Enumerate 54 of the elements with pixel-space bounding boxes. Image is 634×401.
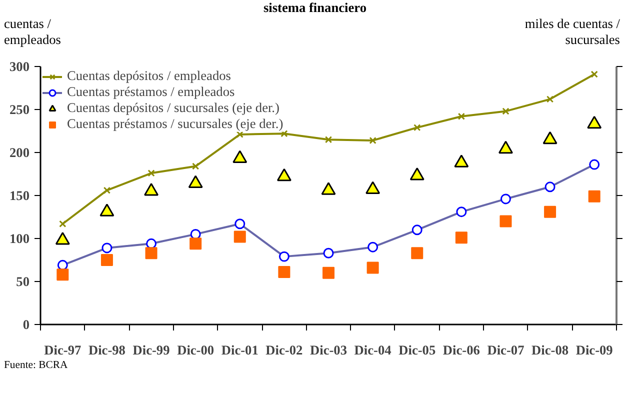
x-tick-label: Dic-01 [221,342,258,358]
y2-axis-title: miles de cuentas / sucursales [524,16,620,48]
point [366,262,379,274]
x-tick-label: Dic-00 [177,342,214,358]
point [502,108,510,115]
point [145,247,158,260]
y-tick-label: 300 [10,59,30,74]
y-tick-label: 100 [10,231,30,246]
point [414,124,421,132]
x-tick-label: Dic-04 [354,342,392,358]
x-tick-label: Dic-08 [532,342,569,358]
x-tick-label: Dic-05 [398,342,436,358]
point [455,232,468,244]
point [546,96,554,103]
point [590,70,598,78]
point [234,230,246,243]
y-axis-title: cuentas / empleados [4,16,62,48]
x-tick-label: Dic-97 [44,342,82,358]
point [500,215,512,228]
point [278,266,290,278]
point [59,220,66,228]
x-tick-label: Dic-07 [487,342,525,358]
point [588,190,600,202]
point [56,268,69,281]
point [148,170,155,177]
point [369,136,376,144]
y-tick-label: 0 [22,317,30,332]
point [236,130,244,138]
legend-label: Cuentas préstamos / empleados [67,84,235,100]
x-tick-label: Dic-06 [442,342,480,358]
y-tick-label: 50 [16,274,30,289]
legend-label: Cuentas préstamos / sucursales (eje der.) [67,116,284,132]
x-tick-label: Dic-03 [310,342,348,358]
legend-label: Cuentas depósitos / sucursales (eje der.) [67,100,280,116]
point [324,136,332,144]
x-tick-label: Dic-09 [576,342,614,358]
legend-label: Cuentas depósitos / empleados [67,68,231,84]
point [103,186,111,194]
point [322,266,334,279]
point [280,130,288,138]
source-note: Fuente: BCRA [4,360,68,373]
x-tick-label: Dic-02 [266,342,304,358]
point [190,238,202,250]
point [411,247,424,260]
x-tick-label: Dic-99 [132,342,170,358]
chart-title: sistema financiero [263,0,367,16]
point [458,112,465,120]
point [544,206,556,218]
x-tick-label: Dic-98 [88,342,126,358]
y-tick-label: 200 [10,145,30,160]
point [100,254,113,266]
y-tick-label: 150 [10,188,30,203]
point [192,162,200,170]
y-tick-label: 250 [10,102,30,117]
